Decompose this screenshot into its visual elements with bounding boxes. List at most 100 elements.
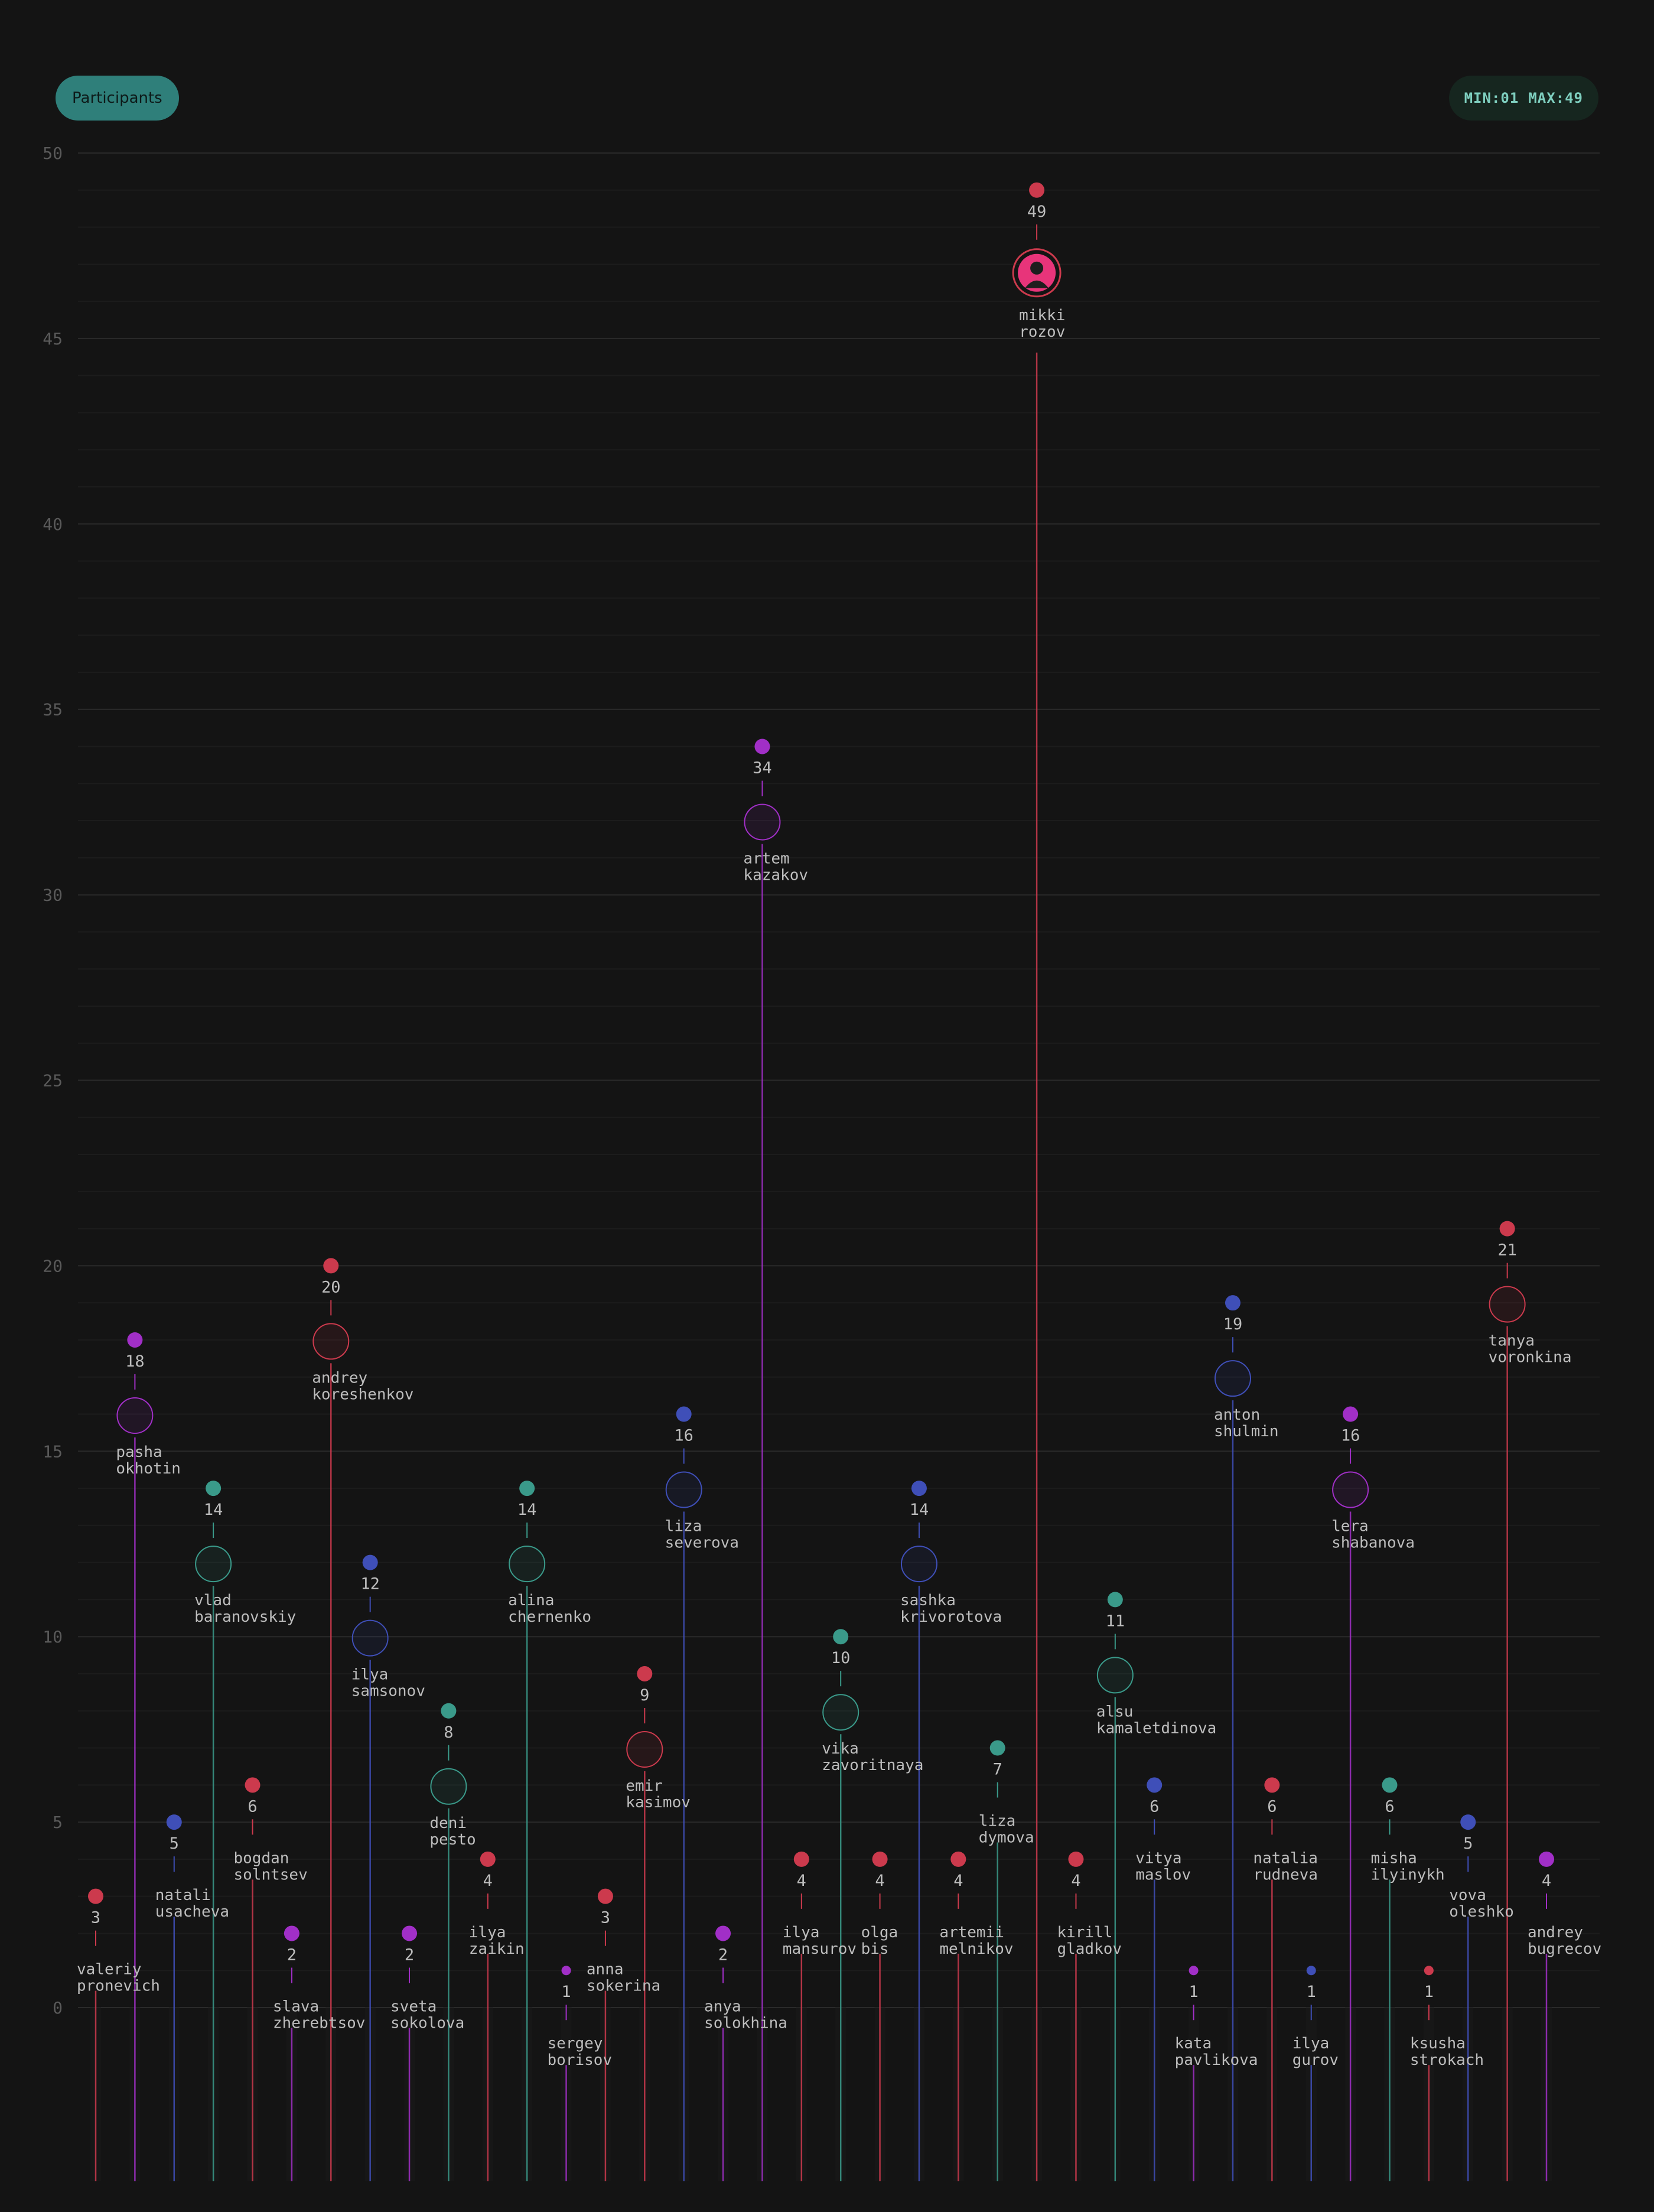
data-point[interactable] bbox=[637, 1665, 653, 1681]
bubble-marker[interactable] bbox=[1214, 1360, 1251, 1397]
participant-last-name[interactable]: gladkov bbox=[1057, 1940, 1122, 1958]
participant-last-name[interactable]: melnikov bbox=[939, 1940, 1013, 1958]
bubble-marker[interactable] bbox=[665, 1471, 702, 1508]
participant-last-name[interactable]: sokerina bbox=[587, 1977, 660, 1995]
participant-first-name[interactable]: ilya bbox=[469, 1924, 506, 1941]
participant-first-name[interactable]: olga bbox=[861, 1924, 898, 1941]
participant-last-name[interactable]: rozov bbox=[1019, 323, 1065, 341]
data-point[interactable] bbox=[950, 1851, 966, 1867]
data-point[interactable] bbox=[480, 1851, 496, 1867]
participant-last-name[interactable]: borisov bbox=[548, 2051, 613, 2069]
participant-last-name[interactable]: severova bbox=[665, 1534, 739, 1552]
participant-last-name[interactable]: kazakov bbox=[743, 866, 808, 884]
data-point[interactable] bbox=[1424, 1966, 1434, 1976]
data-point[interactable] bbox=[284, 1925, 299, 1941]
participant-first-name[interactable]: mikki bbox=[1019, 307, 1065, 324]
participant-last-name[interactable]: bugrecov bbox=[1528, 1940, 1601, 1958]
data-point[interactable] bbox=[362, 1554, 378, 1570]
participant-last-name[interactable]: ilyinykh bbox=[1370, 1866, 1444, 1884]
participant-last-name[interactable]: kamaletdinova bbox=[1096, 1719, 1217, 1737]
data-point[interactable] bbox=[88, 1888, 103, 1904]
data-point[interactable] bbox=[754, 739, 770, 754]
participant-last-name[interactable]: rudneva bbox=[1253, 1866, 1318, 1884]
participant-first-name[interactable]: ilya bbox=[1292, 2035, 1330, 2052]
bubble-marker[interactable] bbox=[351, 1619, 389, 1657]
data-point[interactable] bbox=[1460, 1814, 1476, 1830]
participant-last-name[interactable]: zavoritnaya bbox=[822, 1756, 923, 1774]
participant-first-name[interactable]: natali bbox=[155, 1886, 211, 1904]
participants-badge[interactable]: Participants bbox=[56, 76, 179, 121]
participant-last-name[interactable]: sokolova bbox=[390, 2014, 464, 2032]
participant-last-name[interactable]: pronevich bbox=[77, 1977, 160, 1995]
bubble-marker[interactable] bbox=[900, 1546, 937, 1583]
data-point[interactable] bbox=[206, 1481, 222, 1497]
bubble-marker[interactable] bbox=[744, 804, 781, 841]
participant-first-name[interactable]: sveta bbox=[390, 1998, 437, 2015]
participant-last-name[interactable]: koreshenkov bbox=[312, 1385, 414, 1403]
participant-last-name[interactable]: strokach bbox=[1410, 2051, 1484, 2069]
data-point[interactable] bbox=[245, 1777, 261, 1793]
participant-first-name[interactable]: andrey bbox=[1528, 1924, 1583, 1941]
participant-first-name[interactable]: emir bbox=[626, 1777, 663, 1795]
bubble-marker[interactable] bbox=[822, 1694, 859, 1731]
participant-first-name[interactable]: pasha bbox=[116, 1443, 162, 1461]
participant-last-name[interactable]: kasimov bbox=[626, 1794, 691, 1811]
bubble-marker[interactable] bbox=[1489, 1286, 1526, 1323]
participant-first-name[interactable]: vlad bbox=[194, 1592, 232, 1609]
data-point[interactable] bbox=[676, 1406, 692, 1422]
participant-first-name[interactable]: kata bbox=[1175, 2035, 1212, 2052]
bubble-marker[interactable] bbox=[312, 1323, 350, 1360]
participant-last-name[interactable]: okhotin bbox=[116, 1460, 181, 1478]
participant-last-name[interactable]: shabanova bbox=[1331, 1534, 1415, 1552]
participant-first-name[interactable]: artem bbox=[743, 850, 789, 867]
bubble-marker[interactable] bbox=[626, 1730, 663, 1768]
bubble-marker[interactable] bbox=[1332, 1471, 1369, 1508]
participant-first-name[interactable]: natalia bbox=[1253, 1849, 1318, 1867]
participant-first-name[interactable]: lera bbox=[1331, 1518, 1369, 1536]
data-point[interactable] bbox=[1264, 1777, 1280, 1793]
participant-first-name[interactable]: artemii bbox=[939, 1924, 1004, 1941]
participant-last-name[interactable]: bis bbox=[861, 1940, 889, 1958]
data-point[interactable] bbox=[127, 1332, 143, 1348]
participant-first-name[interactable]: anya bbox=[704, 1998, 741, 2015]
data-point[interactable] bbox=[833, 1629, 849, 1645]
participant-first-name[interactable]: valeriy bbox=[77, 1961, 142, 1979]
participant-first-name[interactable]: tanya bbox=[1489, 1332, 1535, 1350]
data-point[interactable] bbox=[323, 1258, 339, 1274]
data-point[interactable] bbox=[441, 1703, 457, 1719]
participant-last-name[interactable]: pesto bbox=[429, 1831, 476, 1849]
data-point[interactable] bbox=[872, 1851, 888, 1867]
participant-first-name[interactable]: vova bbox=[1449, 1886, 1486, 1904]
participant-last-name[interactable]: gurov bbox=[1292, 2051, 1339, 2069]
participant-first-name[interactable]: ilya bbox=[351, 1666, 389, 1684]
bubble-marker[interactable] bbox=[195, 1546, 232, 1583]
data-point[interactable] bbox=[911, 1481, 927, 1497]
participant-last-name[interactable]: zherebtsov bbox=[273, 2014, 366, 2032]
data-point[interactable] bbox=[402, 1925, 418, 1941]
data-point[interactable] bbox=[1107, 1592, 1123, 1608]
data-point[interactable] bbox=[715, 1925, 731, 1941]
participant-first-name[interactable]: alina bbox=[508, 1592, 554, 1609]
data-point[interactable] bbox=[597, 1888, 613, 1904]
participant-first-name[interactable]: misha bbox=[1370, 1849, 1417, 1867]
bubble-marker[interactable] bbox=[509, 1546, 546, 1583]
participant-first-name[interactable]: ksusha bbox=[1410, 2035, 1466, 2052]
participant-last-name[interactable]: oleshko bbox=[1449, 1903, 1514, 1921]
data-point[interactable] bbox=[989, 1740, 1005, 1756]
data-point[interactable] bbox=[1029, 182, 1045, 198]
data-point[interactable] bbox=[1068, 1851, 1084, 1867]
participant-first-name[interactable]: alsu bbox=[1096, 1703, 1134, 1720]
data-point[interactable] bbox=[1147, 1777, 1163, 1793]
data-point[interactable] bbox=[1499, 1221, 1515, 1237]
participant-first-name[interactable]: anton bbox=[1214, 1406, 1260, 1424]
participant-first-name[interactable]: kirill bbox=[1057, 1924, 1112, 1941]
participant-last-name[interactable]: usacheva bbox=[155, 1903, 229, 1921]
bubble-marker[interactable] bbox=[116, 1397, 154, 1434]
data-point[interactable] bbox=[1343, 1406, 1359, 1422]
participant-first-name[interactable]: sergey bbox=[548, 2035, 603, 2052]
participant-first-name[interactable]: anna bbox=[587, 1961, 624, 1979]
participant-last-name[interactable]: pavlikova bbox=[1175, 2051, 1258, 2069]
participant-last-name[interactable]: voronkina bbox=[1489, 1349, 1572, 1367]
participant-last-name[interactable]: maslov bbox=[1135, 1866, 1191, 1884]
participant-first-name[interactable]: bogdan bbox=[234, 1849, 289, 1867]
